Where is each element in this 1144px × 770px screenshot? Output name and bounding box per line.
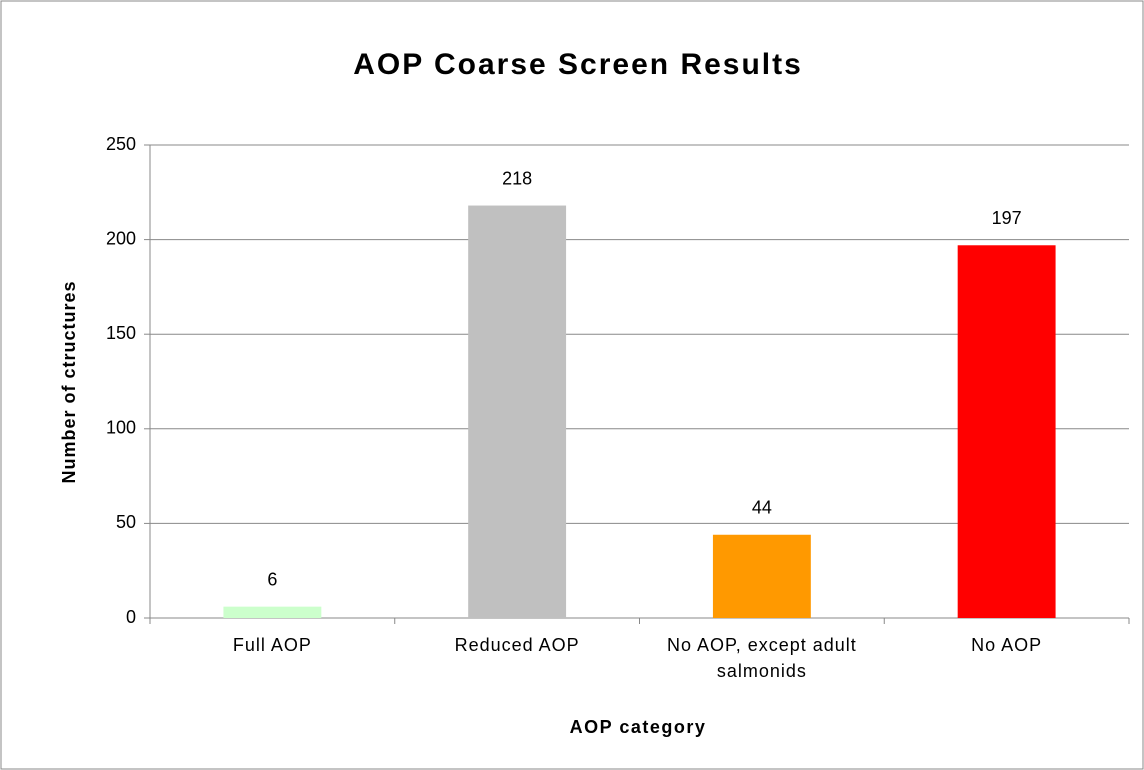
y-tick-label: 250 (106, 134, 136, 154)
y-tick-label: 100 (106, 418, 136, 438)
x-axis-label: AOP category (570, 717, 707, 737)
bar (223, 606, 322, 618)
data-label: 44 (752, 498, 772, 518)
x-tick-label: Full AOP (232, 635, 312, 655)
bar (957, 245, 1056, 618)
data-label: 6 (267, 569, 277, 589)
x-tick-label: No AOP, except adult salmonids (666, 635, 857, 681)
x-tick-label: Reduced AOP (454, 635, 580, 655)
bar (712, 534, 811, 618)
y-tick-label: 150 (106, 323, 136, 343)
y-axis-label: Number of ctructures (59, 280, 79, 483)
data-label: 218 (502, 168, 532, 188)
y-tick-label: 0 (126, 607, 136, 627)
bar (468, 205, 567, 618)
y-tick-label: 200 (106, 228, 136, 248)
chart-title: AOP Coarse Screen Results (353, 48, 803, 81)
data-label: 197 (992, 208, 1022, 228)
x-tick-label: No AOP (971, 635, 1043, 655)
y-tick-label: 50 (116, 512, 136, 532)
